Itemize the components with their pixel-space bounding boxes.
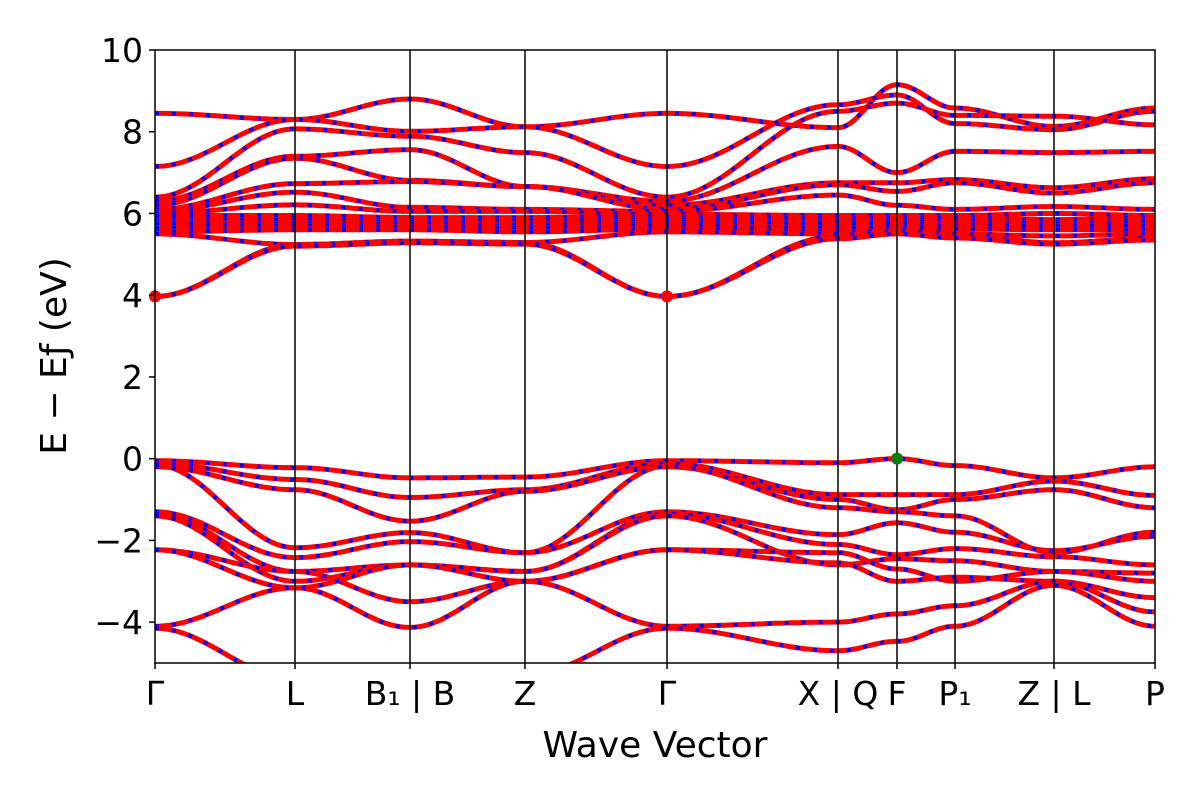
x-tick-label: Γ bbox=[658, 674, 677, 713]
x-tick-label: F bbox=[888, 674, 907, 713]
band-21-dash bbox=[155, 509, 1155, 560]
y-tick-label: −4 bbox=[94, 603, 143, 642]
band-17-dash bbox=[155, 456, 1155, 480]
band-23-line bbox=[155, 513, 1155, 584]
extrema-markers bbox=[149, 290, 903, 465]
band-27-line bbox=[155, 582, 1155, 663]
band-6-line bbox=[155, 189, 1155, 214]
y-tick-label: 10 bbox=[101, 31, 143, 70]
band-12-dash bbox=[155, 223, 1155, 232]
x-tick-label: Z | L bbox=[1017, 674, 1091, 713]
band-1-dash bbox=[155, 93, 1155, 169]
x-tick-label: L bbox=[286, 674, 305, 713]
band-3-dash bbox=[155, 144, 1155, 204]
x-tick-label: P₁ bbox=[938, 674, 971, 713]
band-18-line bbox=[155, 461, 1155, 500]
band-25-dash bbox=[155, 547, 1155, 600]
cbm-marker bbox=[661, 290, 673, 303]
x-tick-label: Z bbox=[514, 674, 537, 713]
plot-frame bbox=[154, 49, 1156, 664]
y-axis-label: E − Eƒ (eV) bbox=[34, 257, 75, 455]
x-axis-ticks: Γ L B₁ | B Z Γ X | Q F P₁ Z | L P bbox=[146, 663, 1165, 713]
band-24-dash bbox=[155, 547, 1155, 604]
band-5-line bbox=[155, 179, 1155, 212]
x-tick-label: P bbox=[1145, 674, 1165, 713]
x-tick-label: Γ bbox=[146, 674, 165, 713]
y-tick-label: −2 bbox=[94, 521, 143, 560]
band-22-line bbox=[155, 511, 1155, 575]
kpath-lines bbox=[294, 50, 1055, 663]
band-19-dash bbox=[155, 464, 1155, 524]
y-tick-label: 8 bbox=[122, 113, 143, 152]
band-27-dash bbox=[155, 583, 1155, 663]
band-20-dash bbox=[155, 462, 1155, 555]
y-tick-label: 6 bbox=[122, 194, 143, 233]
x-tick-label: X | Q bbox=[798, 674, 879, 713]
band-16-line bbox=[155, 231, 1155, 299]
band-11-dash bbox=[155, 221, 1155, 228]
vbm-marker bbox=[891, 452, 903, 465]
x-tick-label: B₁ | B bbox=[365, 674, 456, 713]
y-axis-ticks: −4 −2 0 2 4 6 8 10 bbox=[94, 31, 155, 642]
bands-group bbox=[155, 82, 1155, 663]
band-2-dash bbox=[155, 101, 1155, 200]
y-tick-label: 0 bbox=[122, 440, 143, 479]
y-tick-label: 2 bbox=[122, 358, 143, 397]
band-26-dash bbox=[155, 579, 1155, 630]
band-4-line bbox=[155, 155, 1155, 208]
x-axis-label: Wave Vector bbox=[543, 725, 768, 766]
y-tick-label: 4 bbox=[122, 276, 143, 315]
